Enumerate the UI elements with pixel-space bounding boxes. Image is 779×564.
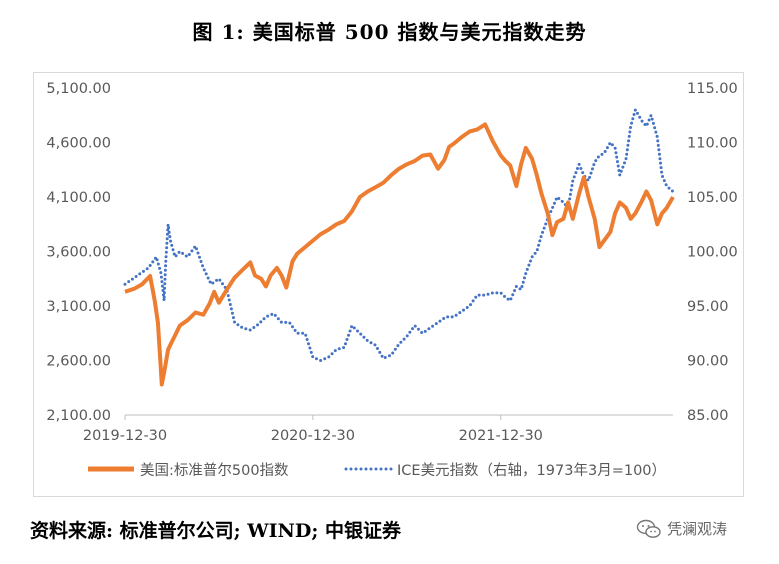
x-tick-label: 2021-12-30	[459, 428, 543, 444]
series-line-dxy	[123, 108, 675, 362]
right-tick-label: 85.00	[687, 408, 729, 424]
left-tick-label: 4,100.00	[46, 190, 111, 206]
figure-title: 图 1: 美国标普 500 指数与美元指数走势	[192, 20, 587, 44]
legend: 美国:标准普尔500指数 ICE美元指数（右轴，1973年3月=100）	[88, 462, 666, 479]
source-note: 资料来源: 标准普尔公司; WIND; 中银证券	[30, 520, 401, 542]
x-tick-label: 2020-12-30	[271, 428, 355, 444]
left-tick-label: 2,600.00	[46, 354, 111, 370]
series-layer	[123, 108, 675, 387]
series-line-sp500	[124, 122, 675, 387]
right-tick-label: 105.00	[687, 190, 738, 206]
legend-label-dxy: ICE美元指数（右轴，1973年3月=100）	[397, 462, 666, 479]
right-tick-label: 95.00	[687, 299, 729, 315]
axis-layer: 2,100.00 2,600.00 3,100.00 3,600.00 4,100.00…	[46, 81, 737, 444]
right-tick-label: 115.00	[687, 81, 738, 97]
left-tick-label: 3,600.00	[46, 245, 111, 261]
right-tick-label: 90.00	[687, 354, 729, 370]
legend-label-sp500: 美国:标准普尔500指数	[140, 462, 289, 479]
x-tick-label: 2019-12-30	[83, 428, 167, 444]
watermark: 凭澜观涛	[636, 518, 727, 539]
right-tick-label: 110.00	[687, 136, 738, 152]
left-tick-label: 4,600.00	[46, 136, 111, 152]
watermark-text: 凭澜观涛	[667, 520, 728, 538]
right-tick-label: 100.00	[687, 245, 738, 261]
wechat-icon	[636, 519, 661, 538]
left-tick-label: 2,100.00	[46, 408, 111, 424]
chart-frame	[33, 72, 744, 497]
left-tick-label: 5,100.00	[46, 81, 111, 97]
left-tick-label: 3,100.00	[46, 299, 111, 315]
